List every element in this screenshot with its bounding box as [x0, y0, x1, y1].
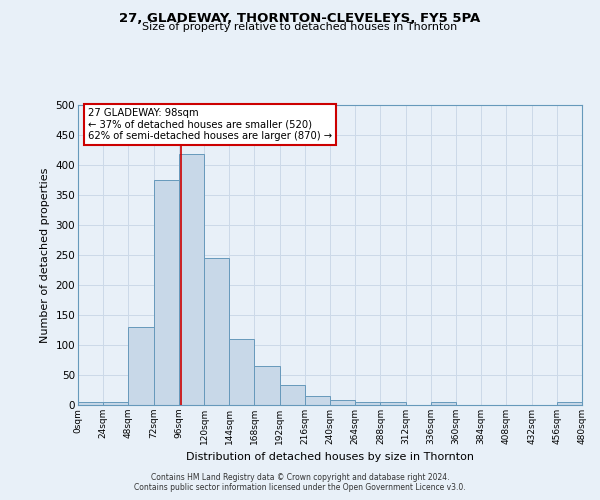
Bar: [154, 180, 179, 405]
Bar: [380, 402, 406, 405]
Y-axis label: Number of detached properties: Number of detached properties: [40, 168, 50, 342]
Text: Contains public sector information licensed under the Open Government Licence v3: Contains public sector information licen…: [134, 484, 466, 492]
Bar: [128, 327, 154, 405]
Text: Size of property relative to detached houses in Thornton: Size of property relative to detached ho…: [142, 22, 458, 32]
Bar: [179, 154, 204, 405]
Bar: [557, 402, 582, 405]
Bar: [78, 402, 103, 405]
Bar: [103, 402, 128, 405]
Bar: [229, 339, 254, 405]
Bar: [305, 396, 330, 405]
Text: 27, GLADEWAY, THORNTON-CLEVELEYS, FY5 5PA: 27, GLADEWAY, THORNTON-CLEVELEYS, FY5 5P…: [119, 12, 481, 26]
X-axis label: Distribution of detached houses by size in Thornton: Distribution of detached houses by size …: [186, 452, 474, 462]
Bar: [330, 400, 355, 405]
Text: 27 GLADEWAY: 98sqm
← 37% of detached houses are smaller (520)
62% of semi-detach: 27 GLADEWAY: 98sqm ← 37% of detached hou…: [88, 108, 332, 141]
Bar: [355, 402, 380, 405]
Text: Contains HM Land Registry data © Crown copyright and database right 2024.: Contains HM Land Registry data © Crown c…: [151, 474, 449, 482]
Bar: [254, 366, 280, 405]
Bar: [280, 385, 305, 405]
Bar: [431, 402, 456, 405]
Bar: [204, 258, 229, 405]
